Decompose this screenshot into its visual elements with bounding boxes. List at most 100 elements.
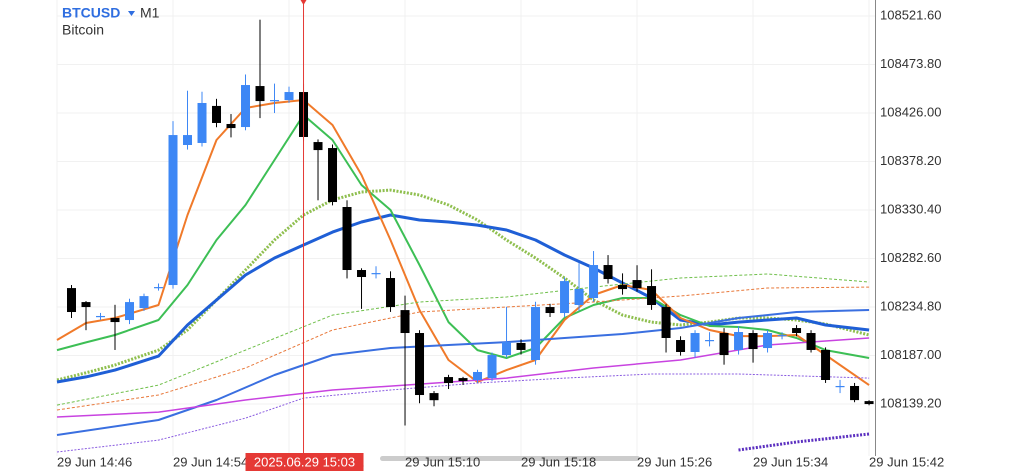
candle-body — [835, 385, 845, 388]
candle-body — [241, 85, 251, 128]
subtitle: Bitcoin — [62, 22, 104, 38]
crosshair-label-box — [245, 453, 364, 471]
candle — [415, 330, 425, 404]
symbol-dropdown[interactable] — [128, 11, 135, 16]
candle-body — [850, 385, 860, 401]
candle — [110, 304, 120, 350]
candle — [67, 285, 77, 319]
candle-body — [371, 273, 381, 275]
candle — [603, 255, 613, 284]
x-tick-label: 29 Jun 14:54 — [173, 454, 248, 469]
candle — [864, 400, 874, 406]
moving-average-line — [56, 373, 870, 453]
candle-body — [81, 302, 91, 308]
candle — [821, 347, 831, 383]
x-tick-label: 29 Jun 15:34 — [753, 454, 828, 469]
candle-body — [284, 92, 294, 101]
candle — [676, 336, 686, 356]
symbol[interactable]: BTCUSD — [62, 5, 120, 21]
candle-body — [168, 135, 178, 286]
x-tick-label: 29 Jun 15:10 — [405, 454, 480, 469]
candle-body — [125, 302, 135, 321]
candle-body — [676, 340, 686, 352]
candle-body — [734, 332, 744, 350]
candle — [763, 330, 773, 353]
candle-body — [96, 315, 106, 318]
candle — [241, 74, 251, 131]
candle — [531, 301, 541, 365]
candle — [139, 293, 149, 311]
crosshair-label: 2025.06.29 15:03 — [254, 454, 355, 469]
candle — [183, 90, 193, 150]
candle — [284, 86, 294, 103]
candle — [560, 277, 570, 317]
candle — [487, 352, 497, 381]
candle-body — [255, 86, 265, 102]
candle — [357, 268, 367, 309]
candle — [661, 303, 671, 353]
candle — [386, 271, 396, 312]
candle-body — [763, 333, 773, 349]
candle — [212, 98, 222, 128]
candle-body — [386, 278, 396, 308]
candle-body — [777, 335, 787, 337]
candle — [502, 306, 512, 358]
candle — [96, 312, 106, 321]
candle — [328, 144, 338, 206]
moving-average-line — [56, 213, 870, 384]
candle-body — [487, 355, 497, 379]
moving-average-line — [56, 309, 870, 436]
candle — [226, 114, 236, 138]
candle-body — [516, 342, 526, 350]
candle-body — [458, 378, 468, 382]
candle-body — [632, 280, 642, 289]
candle-body — [429, 393, 439, 401]
scrollbar[interactable] — [380, 456, 640, 461]
candle-body — [705, 340, 715, 342]
candle-body — [647, 286, 657, 306]
candle-body — [719, 333, 729, 356]
candle — [473, 369, 483, 383]
candle — [371, 266, 381, 279]
y-tick-label: 108378.20 — [880, 153, 941, 168]
x-tick-label: 29 Jun 15:42 — [869, 454, 944, 469]
candle-body — [110, 318, 120, 323]
candle — [125, 298, 135, 325]
candle-body — [574, 288, 584, 306]
y-tick-label: 108426.00 — [880, 104, 941, 119]
x-tick-label: 29 Jun 15:26 — [637, 454, 712, 469]
candle-body — [618, 285, 628, 290]
candle — [589, 251, 599, 302]
candle-body — [473, 371, 483, 380]
candle-body — [821, 349, 831, 380]
candle-body — [690, 333, 700, 352]
candle — [850, 382, 860, 403]
candle-body — [415, 333, 425, 396]
candle-body — [139, 296, 149, 309]
candle-body — [226, 123, 236, 129]
candle-body — [531, 307, 541, 361]
candle — [618, 273, 628, 295]
y-tick-label: 108330.40 — [880, 201, 941, 216]
candle — [574, 263, 584, 311]
candle-body — [560, 281, 570, 314]
candle-body — [748, 333, 758, 350]
x-tick-label: 29 Jun 15:18 — [521, 454, 596, 469]
candle — [154, 283, 164, 291]
candle — [458, 376, 468, 385]
candle-body — [357, 270, 367, 278]
candle — [429, 391, 439, 407]
candle — [632, 265, 642, 292]
candle-body — [342, 206, 352, 271]
candle-body — [328, 148, 338, 203]
candle — [806, 330, 816, 353]
y-tick-label: 108187.00 — [880, 347, 941, 362]
candle-body — [603, 265, 613, 280]
candle-body — [313, 142, 323, 151]
candle — [792, 325, 802, 337]
candle — [444, 374, 454, 390]
candle-body — [400, 310, 410, 334]
moving-average-line — [56, 114, 870, 359]
candle — [835, 379, 845, 394]
